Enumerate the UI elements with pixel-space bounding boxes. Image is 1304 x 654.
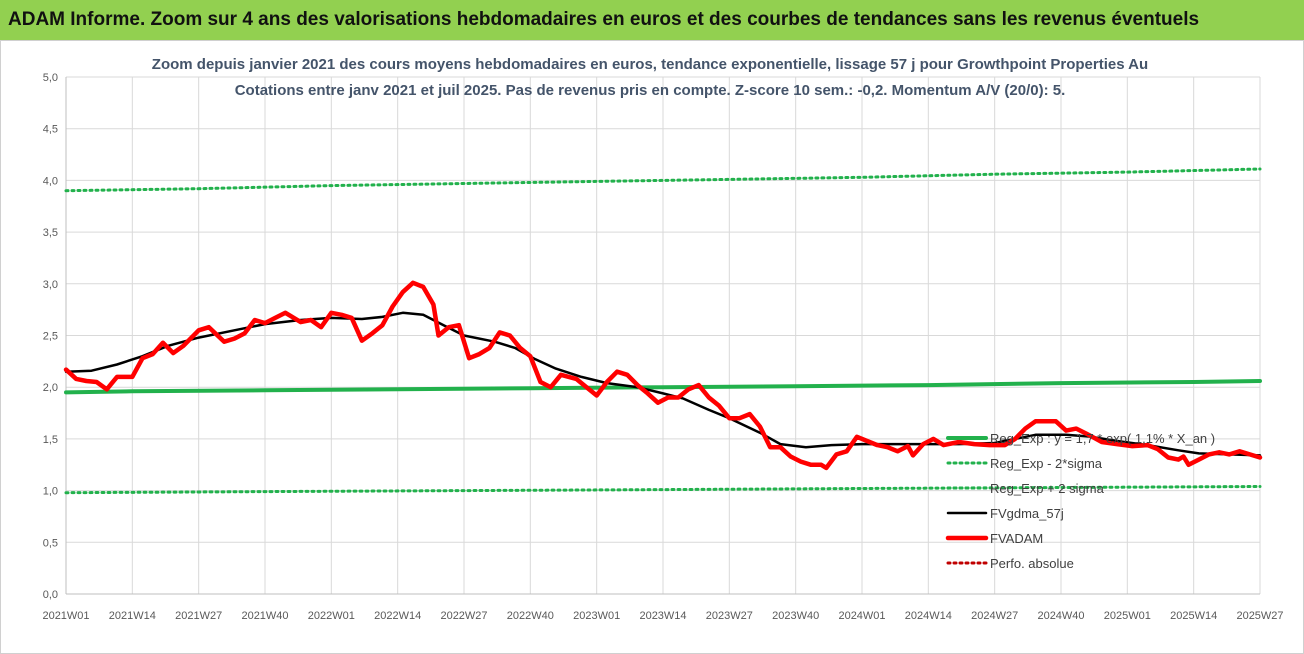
x-tick-label: 2024W01	[838, 610, 885, 622]
series-line-reg-exp-y-1-7-exp-1-1-x-an-	[64, 379, 1262, 395]
x-tick-label: 2021W01	[42, 610, 89, 622]
y-axis-ticks: 0,0 0,5 1,0 1,5 2,0 2,5 3,0 3,5 4,0 4,5 5,0	[43, 72, 58, 601]
report-banner-title: ADAM Informe. Zoom sur 4 ans des valoris…	[0, 0, 1304, 40]
y-tick-label: 2,5	[43, 331, 58, 343]
legend-label: FVADAM	[990, 531, 1043, 546]
y-tick-label: 3,5	[43, 227, 58, 239]
x-axis-ticks: 2021W01 2021W14 2021W27 2021W40 2022W01 2022W…	[42, 610, 1283, 622]
x-tick-label: 2025W27	[1236, 610, 1283, 622]
x-tick-label: 2021W14	[109, 610, 156, 622]
y-tick-label: 5,0	[43, 72, 58, 84]
legend-label: Perfo. absolue	[990, 556, 1074, 571]
x-tick-label: 2025W14	[1170, 610, 1217, 622]
series-line-reg-exp-2-sigma	[64, 167, 1262, 193]
y-tick-label: 3,0	[43, 279, 58, 291]
x-tick-label: 2022W27	[440, 610, 487, 622]
gridlines	[65, 76, 1261, 595]
y-tick-label: 0,5	[43, 537, 58, 549]
series-lines	[63, 167, 1263, 495]
legend-label: FVgdma_57j	[990, 506, 1064, 521]
y-tick-label: 1,5	[43, 434, 58, 446]
x-tick-label: 2024W14	[905, 610, 952, 622]
x-tick-label: 2022W01	[308, 610, 355, 622]
x-tick-label: 2024W40	[1037, 610, 1084, 622]
x-tick-label: 2023W01	[573, 610, 620, 622]
legend-label: Reg_Exp - 2*sigma	[990, 456, 1103, 471]
x-tick-label: 2022W40	[507, 610, 554, 622]
chart-title: Zoom depuis janvier 2021 des cours moyen…	[152, 56, 1148, 73]
series-line-reg-exp-2-sigma	[64, 485, 1262, 495]
legend-label: Reg_Exp + 2 sigma	[990, 481, 1105, 496]
y-tick-label: 2,0	[43, 382, 58, 394]
y-tick-label: 1,0	[43, 486, 58, 498]
x-tick-label: 2024W27	[971, 610, 1018, 622]
x-tick-label: 2021W40	[241, 610, 288, 622]
x-tick-label: 2021W27	[175, 610, 222, 622]
chart-subtitle: Cotations entre janv 2021 et juil 2025. …	[235, 82, 1066, 99]
x-tick-label: 2023W27	[706, 610, 753, 622]
y-tick-label: 4,5	[43, 124, 58, 136]
x-tick-label: 2022W14	[374, 610, 421, 622]
x-tick-label: 2023W40	[772, 610, 819, 622]
legend-label: Reg_Exp : y = 1,7 * exp( 1,1% * X_an )	[990, 431, 1215, 446]
series-line-fvadam	[63, 280, 1263, 471]
x-tick-label: 2023W14	[639, 610, 686, 622]
y-tick-label: 0,0	[43, 589, 58, 601]
x-tick-label: 2025W01	[1104, 610, 1151, 622]
legend: Reg_Exp : y = 1,7 * exp( 1,1% * X_an ) Re…	[945, 431, 1215, 571]
y-tick-label: 4,0	[43, 175, 58, 187]
